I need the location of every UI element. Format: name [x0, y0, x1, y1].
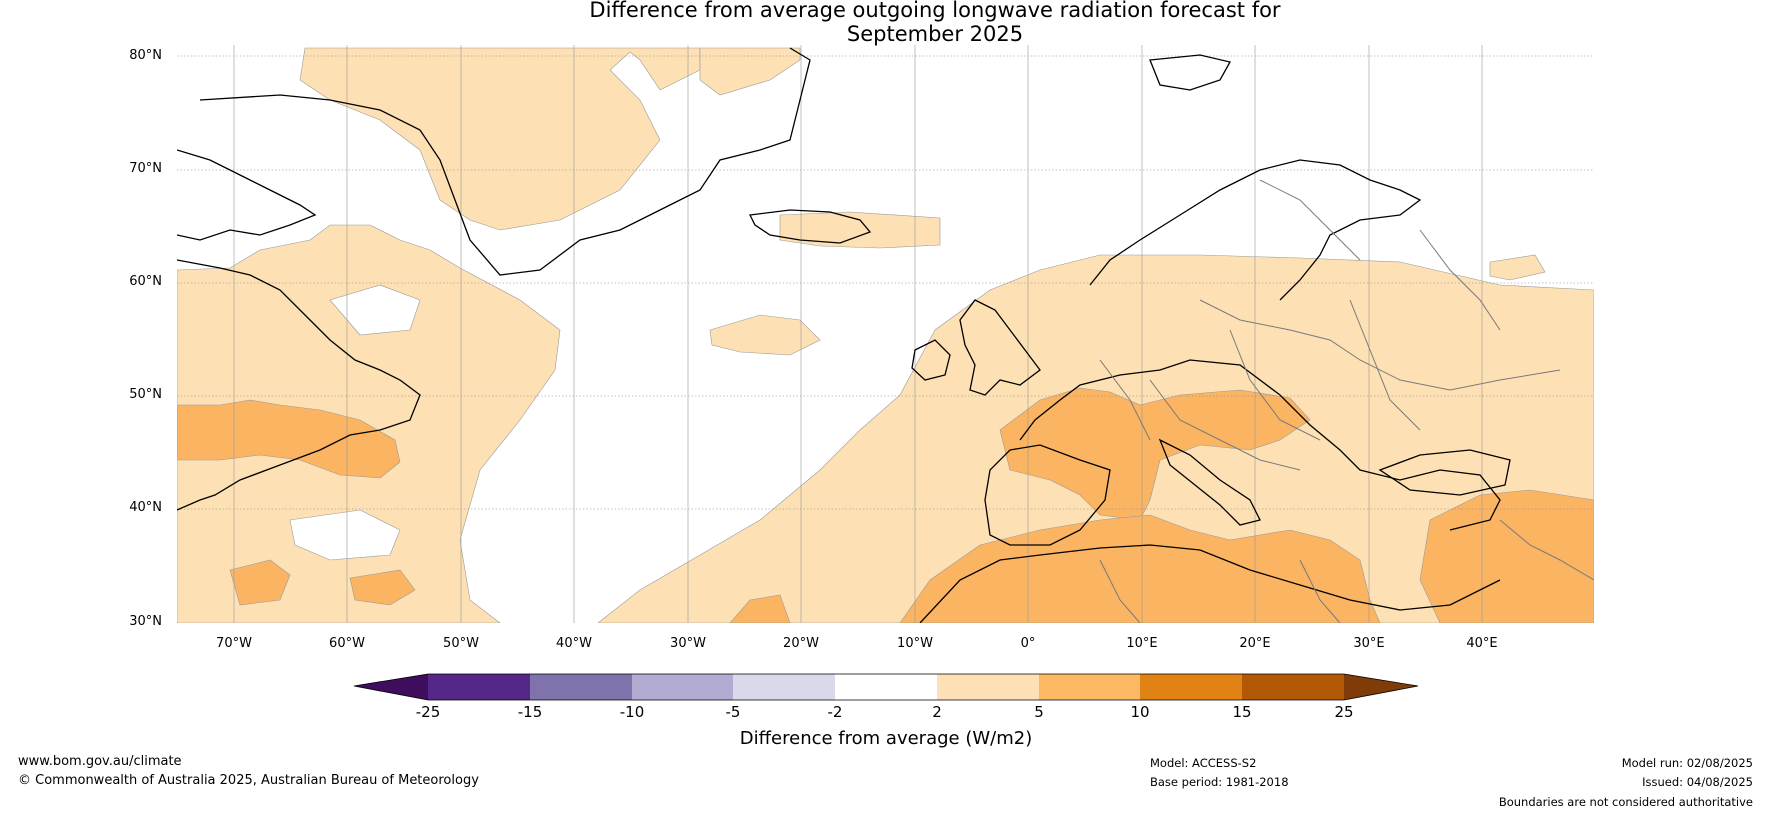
- coast-iceland: [749, 209, 872, 244]
- coast-north-africa: [919, 544, 1501, 623]
- lat-label-80n: 80°N: [129, 48, 162, 63]
- coast-italy: [1158, 438, 1261, 526]
- anomaly-neutral-labrador: [329, 284, 421, 336]
- lon-label-20e: 20°E: [1239, 636, 1271, 651]
- colorbar-tick-m5: -5: [725, 703, 741, 721]
- coast-iberia: [984, 444, 1111, 546]
- anomaly-medium-southwest: [729, 594, 791, 623]
- website-link[interactable]: www.bom.gov.au/climate: [18, 754, 182, 769]
- country-borders: [1099, 179, 1594, 623]
- colorbar-extend-low: [354, 674, 428, 700]
- coast-black-sea: [1378, 449, 1511, 496]
- model-text: Model: ACCESS-S2: [1150, 756, 1257, 770]
- colorbar-bin-4: [733, 674, 835, 700]
- colorbar-tick-m25: -25: [415, 703, 441, 721]
- lon-label-60w: 60°W: [329, 636, 365, 651]
- coast-europe: [1019, 359, 1501, 531]
- coast-north-america: [177, 259, 421, 511]
- lat-label-60n: 60°N: [129, 274, 162, 289]
- title-line-2: September 2025: [846, 22, 1024, 46]
- coastlines: [177, 47, 1511, 623]
- anomaly-fields: [177, 47, 1594, 623]
- colorbar-tick-m2: -2: [827, 703, 843, 721]
- coast-greenland: [199, 47, 811, 276]
- anomaly-light-north-atlantic: [699, 47, 801, 96]
- meridians: [233, 45, 1483, 623]
- lon-label-70w: 70°W: [216, 636, 252, 651]
- anomaly-light-iceland-region: [779, 211, 941, 249]
- copyright-text: © Commonwealth of Australia 2025, Austra…: [18, 773, 479, 788]
- title-line-1: Difference from average outgoing longwav…: [589, 0, 1281, 22]
- anomaly-neutral-atlantic-south: [289, 509, 401, 561]
- anomaly-medium-middle-east: [1419, 489, 1594, 623]
- colorbar-tick-2: 2: [932, 703, 942, 721]
- lat-label-50n: 50°N: [129, 387, 162, 402]
- lon-label-10w: 10°W: [897, 636, 933, 651]
- colorbar-bin-7: [1039, 674, 1140, 700]
- colorbar-bin-1: [428, 674, 530, 700]
- colorbar-tick-m10: -10: [619, 703, 645, 721]
- lat-label-40n: 40°N: [129, 500, 162, 515]
- colorbar-tick-15: 15: [1232, 703, 1252, 721]
- anomaly-medium-central-europe: [999, 387, 1311, 521]
- lon-label-10e: 10°E: [1126, 636, 1158, 651]
- anomaly-medium-west-atlantic-south: [229, 559, 291, 606]
- disclaimer-text: Boundaries are not considered authoritat…: [1498, 795, 1753, 809]
- model-run-text: Model run: 02/08/2025: [1621, 756, 1753, 770]
- lat-label-70n: 70°N: [129, 161, 162, 176]
- anomaly-medium-atlantic-patch: [349, 569, 416, 606]
- coast-baffin: [177, 149, 317, 241]
- colorbar-outline: [353, 673, 1419, 701]
- coast-ireland: [911, 339, 951, 381]
- graticule: [177, 55, 1594, 510]
- colorbar-bin-6: [937, 674, 1039, 700]
- anomaly-light-west-atlantic: [177, 224, 561, 623]
- colorbar-tick-10: 10: [1130, 703, 1150, 721]
- colorbar-tick-25: 25: [1334, 703, 1354, 721]
- anomaly-light-greenland: [299, 47, 701, 231]
- lon-label-30w: 30°W: [670, 636, 706, 651]
- colorbar-title: Difference from average (W/m2): [739, 728, 1033, 749]
- colorbar: [353, 673, 1419, 701]
- anomaly-medium-north-africa: [899, 514, 1381, 623]
- anomaly-light-midatlantic: [709, 314, 821, 356]
- colorbar-bin-2: [530, 674, 632, 700]
- lon-label-40e: 40°E: [1466, 636, 1498, 651]
- chart-title: Difference from average outgoing longwav…: [0, 0, 1770, 46]
- colorbar-extend-high: [1344, 674, 1418, 700]
- coast-britain: [959, 299, 1041, 396]
- lat-label-30n: 30°N: [129, 614, 162, 629]
- coast-scandinavia: [1089, 159, 1422, 301]
- anomaly-medium-west-us: [177, 399, 401, 479]
- lon-label-40w: 40°W: [556, 636, 592, 651]
- lon-label-30e: 30°E: [1353, 636, 1385, 651]
- colorbar-bin-9: [1242, 674, 1344, 700]
- colorbar-tick-m15: -15: [517, 703, 543, 721]
- base-period-text: Base period: 1981-2018: [1150, 775, 1289, 789]
- colorbar-bin-5: [835, 674, 937, 700]
- lon-label-20w: 20°W: [783, 636, 819, 651]
- colorbar-bin-3: [632, 674, 733, 700]
- issued-text: Issued: 04/08/2025: [1642, 775, 1753, 789]
- lon-label-50w: 50°W: [443, 636, 479, 651]
- anomaly-light-arctic-east: [1489, 254, 1546, 281]
- colorbar-tick-5: 5: [1034, 703, 1044, 721]
- coast-svalbard: [1149, 54, 1231, 91]
- colorbar-bin-8: [1140, 674, 1242, 700]
- lon-label-0: 0°: [1020, 636, 1036, 651]
